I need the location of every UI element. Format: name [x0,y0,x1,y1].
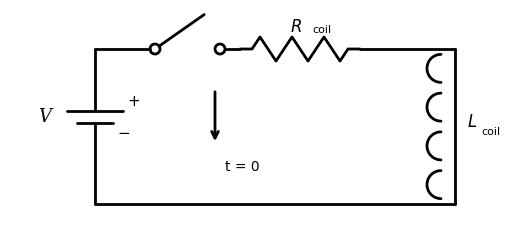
Text: −: − [117,125,130,140]
Text: +: + [127,94,140,109]
Text: coil: coil [481,127,500,137]
Text: coil: coil [312,25,331,35]
Text: t = 0: t = 0 [225,159,260,173]
Text: V: V [39,108,51,126]
Text: $L$: $L$ [467,113,477,130]
Text: $R$: $R$ [290,19,302,36]
